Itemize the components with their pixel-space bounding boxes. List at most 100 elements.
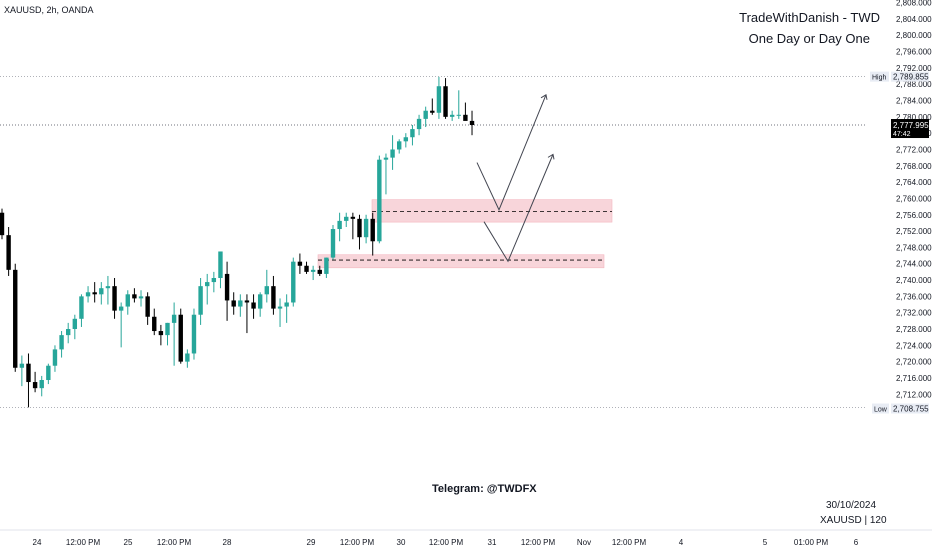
candle-up [218, 251, 223, 278]
candle-up [198, 286, 203, 315]
candle-down [469, 120, 475, 125]
candle-up [377, 159, 382, 242]
candle-up [85, 292, 91, 297]
time-tick-label: 30 [397, 538, 406, 547]
candle-up [383, 157, 389, 160]
last-price-badge [891, 119, 929, 139]
candle-up [125, 294, 130, 307]
candle-up [72, 318, 78, 329]
zone-rect [371, 199, 613, 223]
candle-up [238, 300, 243, 307]
candle-up [363, 218, 369, 238]
candle-up [19, 363, 25, 368]
time-tick-label: 12:00 PM [66, 538, 101, 547]
price-axis-bg [866, 0, 932, 550]
candle-up [59, 335, 64, 350]
candle-up [66, 329, 71, 336]
price-tick-label: 2,724.000 [896, 341, 932, 350]
footer-symbol: XAUUSD | 120 [820, 515, 887, 526]
time-tick-label: 6 [854, 538, 859, 547]
price-tick-label: 2,756.000 [896, 211, 932, 220]
price-tick-label: 2,728.000 [896, 325, 932, 334]
price-tick-label: 2,780.000 [896, 113, 932, 122]
time-tick-label: 28 [223, 538, 232, 547]
candle-down [463, 114, 468, 121]
candle-up [105, 286, 111, 289]
candle-down [145, 296, 150, 317]
watermark-line2: One Day or Day One [748, 31, 870, 46]
price-tick-label: 2,736.000 [896, 292, 932, 301]
price-tick-label: 2,768.000 [896, 162, 932, 171]
price-tick-label: 2,760.000 [896, 194, 932, 203]
candle-up [291, 261, 296, 303]
low-label: Low [874, 407, 888, 414]
price-tick-label: 2,792.000 [896, 64, 932, 73]
candle-down [0, 212, 5, 236]
price-tick-label: 2,764.000 [896, 178, 932, 187]
candle-up [52, 349, 58, 366]
candle-down [132, 294, 137, 299]
candle-up [390, 149, 395, 158]
candle-down [178, 314, 183, 362]
candle-up [456, 114, 461, 116]
watermark-line1: TradeWithDanish - TWD [739, 10, 880, 25]
time-tick-label: 12:00 PM [340, 538, 375, 547]
price-tick-label: 2,740.000 [896, 276, 932, 285]
candle-down [152, 316, 157, 332]
candle-down [304, 265, 309, 272]
candle-up [324, 257, 329, 274]
time-tick-label: 12:00 PM [157, 538, 192, 547]
candle-up [449, 114, 455, 117]
telegram-label: Telegram: @TWDFX [432, 483, 537, 495]
time-tick-label: 12:00 PM [521, 538, 556, 547]
candle-down [26, 363, 31, 383]
candle-up [205, 282, 210, 287]
candle-up [46, 365, 51, 380]
candle-up [165, 322, 170, 336]
price-tick-label: 2,772.000 [896, 145, 932, 154]
price-axis[interactable]: 2,808.000 2,804.000 2,800.000 2,796.000 2,79… [866, 0, 932, 550]
candle-up [403, 137, 409, 142]
candle-up [397, 141, 402, 150]
candle-down [251, 302, 256, 309]
zone-rect [317, 254, 605, 269]
candle-down [32, 382, 38, 389]
time-tick-label: 24 [33, 538, 42, 547]
candle-up [138, 296, 144, 299]
time-tick-label: 5 [763, 538, 768, 547]
candle-up [99, 288, 104, 295]
countdown: 47:42 [893, 131, 911, 138]
time-tick-label: 01:00 PM [794, 538, 829, 547]
candle-down [443, 86, 448, 117]
candle-up [423, 110, 428, 119]
candle-up [330, 229, 336, 258]
candle-up [337, 220, 342, 230]
price-tick-label: 2,752.000 [896, 227, 932, 236]
candle-down [92, 292, 97, 295]
candle-up [284, 302, 289, 307]
price-tick-label: 2,748.000 [896, 243, 932, 252]
price-tick-label: 2,720.000 [896, 358, 932, 367]
candle-up [416, 118, 422, 130]
projection-arrows [476, 94, 555, 263]
candle-up [257, 294, 263, 309]
symbol-label: XAUUSD, 2h, OANDA [4, 5, 94, 15]
time-axis[interactable]: 24 12:00 PM 25 12:00 PM 28 29 12:00 PM 30 12:00 … [0, 529, 932, 547]
candle-down [158, 331, 164, 336]
arrowhead [547, 153, 555, 160]
last-price-value: 2,777.995 [893, 121, 929, 130]
candle-up [171, 314, 177, 323]
candle-up [118, 306, 124, 311]
candle-down [357, 218, 362, 238]
high-value: 2,789.855 [893, 73, 929, 82]
candle-down [271, 286, 276, 309]
candle-up [344, 216, 349, 221]
high-badge [870, 71, 889, 82]
candle-up [211, 278, 217, 283]
price-tick-label: 2,744.000 [896, 260, 932, 269]
low-value: 2,708.755 [893, 405, 929, 414]
time-tick-label: 12:00 PM [429, 538, 464, 547]
high-label: High [872, 75, 887, 82]
low-value-badge [891, 403, 929, 414]
